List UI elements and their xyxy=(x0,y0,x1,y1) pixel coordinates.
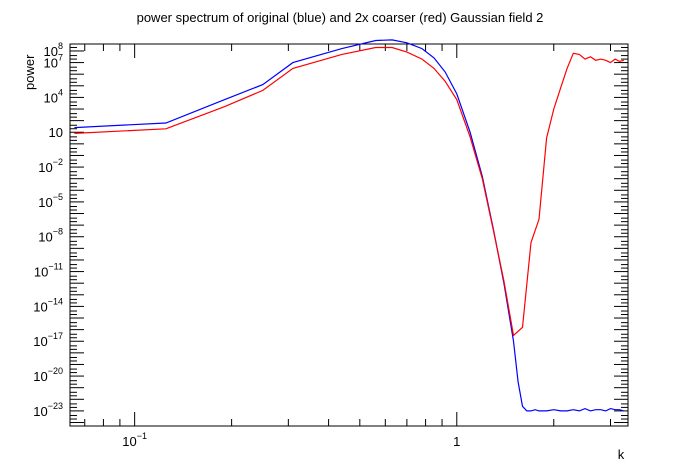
x-axis-label: k xyxy=(618,447,625,462)
y-tick-label: 10 xyxy=(49,125,63,140)
y-tick-label: 10−5 xyxy=(38,192,63,210)
x-tick-label: 1 xyxy=(453,434,460,449)
y-tick-label: 10−20 xyxy=(33,366,63,384)
y-tick-label: 10−8 xyxy=(38,227,63,245)
chart-title: power spectrum of original (blue) and 2x… xyxy=(137,10,544,25)
y-tick-label: 10−14 xyxy=(33,296,63,314)
x-tick-labels: 10−1 1 xyxy=(122,431,460,449)
y-tick-label: 10−17 xyxy=(33,331,63,349)
y-axis-label: power xyxy=(22,54,37,90)
series-line-original xyxy=(74,39,624,412)
y-tick-label: 10−11 xyxy=(34,262,63,280)
y-tick-label: 10−23 xyxy=(33,401,63,419)
x-tick-label: 10−1 xyxy=(122,431,147,449)
y-tick-label: 108 xyxy=(44,41,63,59)
y-tick-label: 104 xyxy=(44,87,63,105)
plot-frame xyxy=(69,43,629,427)
data-series xyxy=(74,39,624,412)
y-tick-label: 10−2 xyxy=(38,157,63,175)
axis-ticks xyxy=(70,44,628,426)
y-tick-label: 107 xyxy=(44,53,63,71)
series-line-2x-coarser xyxy=(74,46,624,337)
